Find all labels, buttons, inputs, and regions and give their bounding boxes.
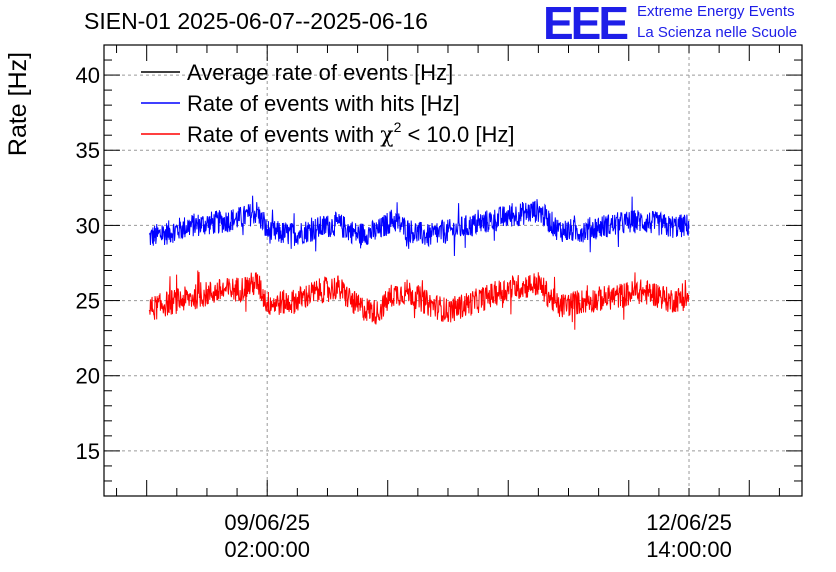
y-tick-label: 20 xyxy=(76,364,100,389)
eee-logo: EEE xyxy=(543,0,629,49)
logo-tagline-1: Extreme Energy Events xyxy=(637,3,795,20)
y-tick-label: 15 xyxy=(76,439,100,464)
y-tick-label: 30 xyxy=(76,213,100,238)
y-tick-label: 35 xyxy=(76,138,100,163)
x-tick-label-time: 02:00:00 xyxy=(224,537,310,562)
logo-tagline-2: La Scienza nelle Scuole xyxy=(637,24,798,41)
x-tick-label-date: 12/06/25 xyxy=(646,510,732,535)
x-tick-label-date: 09/06/25 xyxy=(224,510,310,535)
legend-label: Rate of events with χ2 < 10.0 [Hz] xyxy=(187,119,514,148)
x-tick-label-time: 14:00:00 xyxy=(646,537,732,562)
y-axis-title: Rate [Hz] xyxy=(4,52,32,156)
legend-label: Rate of events with hits [Hz] xyxy=(187,91,460,116)
legend-label: Average rate of events [Hz] xyxy=(187,60,453,85)
y-tick-label: 25 xyxy=(76,289,100,314)
series-line-chi2 xyxy=(148,270,690,330)
series-line-hits xyxy=(148,195,690,257)
chart-title: SIEN-01 2025-06-07--2025-06-16 xyxy=(84,8,428,34)
y-tick-label: 40 xyxy=(76,63,100,88)
